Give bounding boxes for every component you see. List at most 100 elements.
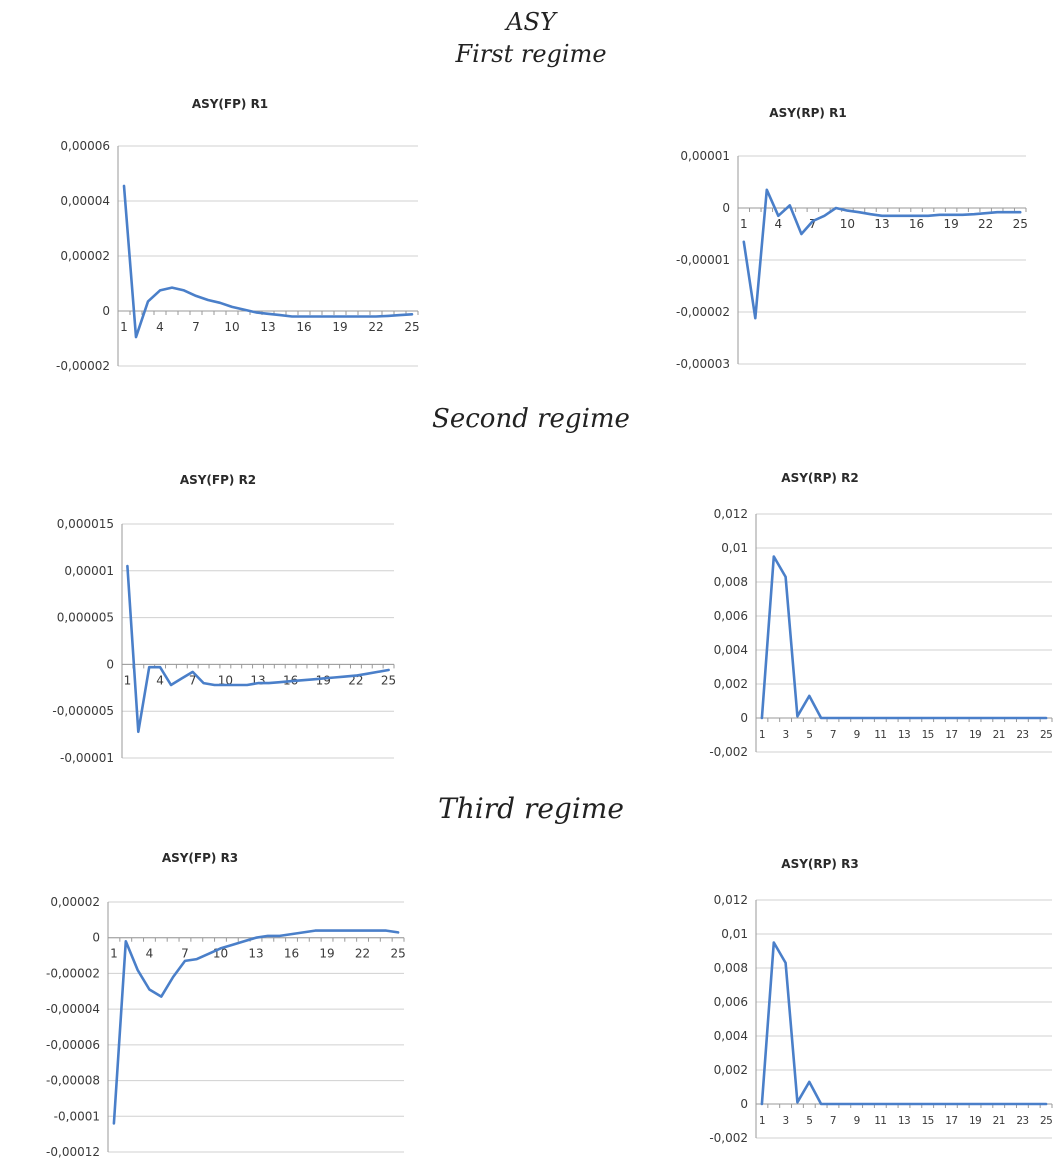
chart5-x-tick-label: 1 [110, 947, 118, 961]
chart1-x-tick-label: 13 [260, 320, 275, 334]
chart2-x-tick-label: 19 [943, 217, 958, 231]
chart6-x-tick-label: 13 [898, 1115, 910, 1127]
chart4-x-tick-label: 7 [830, 729, 836, 741]
chart3-x-tick-label: 25 [381, 673, 396, 687]
chart3-x-tick-label: 7 [189, 673, 197, 687]
chart5-x-tick-label: 4 [146, 947, 154, 961]
chart3-y-tick-label: 0,000005 [57, 611, 114, 625]
chart4-y-tick-label: 0,012 [714, 507, 748, 521]
chart6-x-tick-label: 25 [1040, 1115, 1052, 1127]
chart6-x-tick-label: 21 [993, 1115, 1005, 1127]
chart2-x-tick-label: 4 [774, 217, 782, 231]
chart2-x-tick-label: 16 [909, 217, 924, 231]
chart6-x-tick-label: 3 [783, 1115, 789, 1127]
chart4-y-tick-label: 0,002 [714, 677, 748, 691]
chart2-x-tick-label: 7 [809, 217, 817, 231]
chart5-series-line [112, 929, 400, 1125]
chart6-y-tick-label: 0,008 [714, 961, 748, 975]
chart2-x-tick-label: 13 [874, 217, 889, 231]
chart4-y-tick-label: 0,008 [714, 575, 748, 589]
chart3-x-tick-label: 1 [124, 673, 132, 687]
chart4-x-tick-label: 3 [783, 729, 789, 741]
chart1-x-tick-label: 7 [192, 320, 200, 334]
chart1-x-tick-label: 25 [404, 320, 419, 334]
chart2-y-tick-label: 0,00001 [680, 149, 730, 163]
chart6-x-tick-label: 1 [759, 1115, 765, 1127]
chart1-x-tick-label: 4 [156, 320, 164, 334]
chart6-x-tick-label: 23 [1016, 1115, 1028, 1127]
chart2-series-line [742, 188, 1022, 320]
chart4-x-tick-label: 11 [874, 729, 886, 741]
chart5-y-tick-label: 0,00002 [50, 895, 100, 909]
chart1-y-tick-label: 0,00004 [60, 194, 110, 208]
chart5-y-tick-label: -0,00006 [46, 1038, 100, 1052]
chart1-x-tick-label: 16 [296, 320, 311, 334]
chart5-y-tick-label: -0,0001 [54, 1109, 100, 1123]
chart4-x-tick-label: 15 [922, 729, 934, 741]
chart2-x-tick-label: 22 [978, 217, 993, 231]
chart1-y-tick-label: 0 [102, 304, 110, 318]
chart4-x-tick-label: 1 [759, 729, 765, 741]
chart6-x-tick-label: 15 [922, 1115, 934, 1127]
chart5-title: ASY(FP) R3 [162, 851, 238, 865]
chart6-x-tick-label: 7 [830, 1115, 836, 1127]
chart5-x-tick-label: 7 [181, 947, 189, 961]
chart1-x-tick-label: 19 [332, 320, 347, 334]
chart1-y-tick-label: 0,00002 [60, 249, 110, 263]
chart6-x-tick-label: 19 [969, 1115, 981, 1127]
chart3-y-tick-label: -0,00001 [60, 751, 114, 765]
chart3-series-line [126, 564, 390, 734]
chart1-title: ASY(FP) R1 [192, 97, 268, 111]
chart4-y-tick-label: 0,01 [721, 541, 748, 555]
chart3-y-tick-label: -0,000005 [52, 704, 114, 718]
chart2-y-tick-label: -0,00001 [676, 253, 730, 267]
chart2-title: ASY(RP) R1 [769, 106, 846, 120]
chart4-title: ASY(RP) R2 [781, 471, 858, 485]
chart5-x-tick-label: 25 [390, 947, 405, 961]
figure-title: ASY [506, 8, 556, 36]
chart3-x-tick-label: 19 [316, 673, 331, 687]
chart1-y-tick-label: -0,00002 [56, 359, 110, 373]
chart1-x-tick-label: 10 [224, 320, 239, 334]
chart1-x-tick-label: 22 [368, 320, 383, 334]
chart6-y-tick-label: 0,012 [714, 893, 748, 907]
chart3-y-tick-label: 0,00001 [64, 564, 114, 578]
chart5-x-tick-label: 22 [355, 947, 370, 961]
chart2-y-tick-label: -0,00003 [676, 357, 730, 371]
chart6-y-tick-label: 0,006 [714, 995, 748, 1009]
chart6-y-tick-label: 0,004 [714, 1029, 748, 1043]
chart1-y-tick-label: 0,00006 [60, 139, 110, 153]
heading-first-regime: First regime [455, 40, 607, 68]
chart5-y-tick-label: -0,00012 [46, 1145, 100, 1159]
chart4-x-tick-label: 25 [1040, 729, 1052, 741]
chart4-x-tick-label: 21 [993, 729, 1005, 741]
heading-second-regime: Second regime [432, 404, 630, 434]
chart6-x-tick-label: 11 [874, 1115, 886, 1127]
chart1-series-line [122, 184, 414, 339]
chart6-title: ASY(RP) R3 [781, 857, 858, 871]
chart4-x-tick-label: 13 [898, 729, 910, 741]
chart4-x-tick-label: 5 [806, 729, 812, 741]
chart4-series-line [760, 555, 1048, 720]
chart3-title: ASY(FP) R2 [180, 473, 256, 487]
chart3-y-tick-label: 0,000015 [57, 517, 114, 531]
chart2-x-tick-label: 10 [840, 217, 855, 231]
chart2-x-tick-label: 25 [1013, 217, 1028, 231]
chart4-x-tick-label: 17 [945, 729, 957, 741]
chart3-x-tick-label: 4 [156, 673, 164, 687]
chart5-y-tick-label: 0 [92, 931, 100, 945]
chart5-x-tick-label: 16 [284, 947, 299, 961]
chart5-y-tick-label: -0,00002 [46, 966, 100, 980]
chart4-x-tick-label: 23 [1016, 729, 1028, 741]
chart4-x-tick-label: 9 [854, 729, 860, 741]
chart6-y-tick-label: 0 [740, 1097, 748, 1111]
chart6-series-line [760, 941, 1048, 1106]
chart4-y-tick-label: -0,002 [709, 745, 748, 759]
chart4-x-tick-label: 19 [969, 729, 981, 741]
chart6-y-tick-label: 0,002 [714, 1063, 748, 1077]
chart4-y-tick-label: 0,004 [714, 643, 748, 657]
chart3-y-tick-label: 0 [106, 657, 114, 671]
heading-third-regime: Third regime [438, 792, 624, 825]
chart6-x-tick-label: 5 [806, 1115, 812, 1127]
